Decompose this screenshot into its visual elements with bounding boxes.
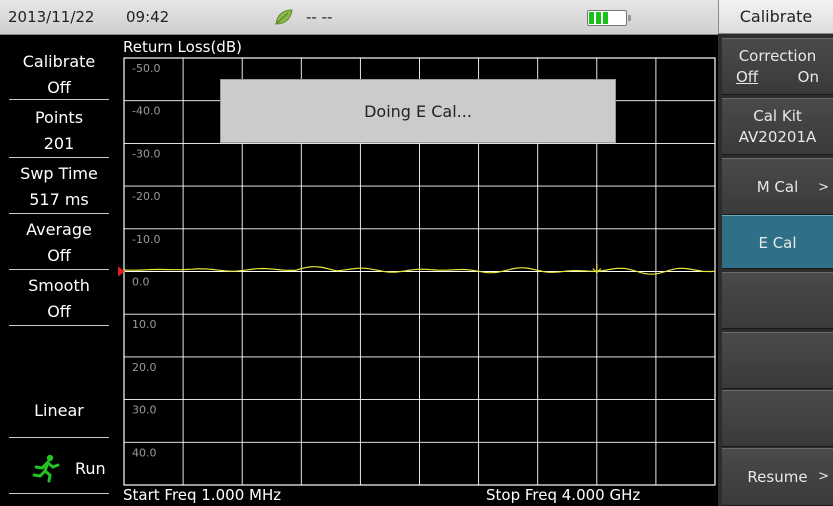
calibrate-value: Off xyxy=(47,78,71,97)
softkey-blank-3[interactable] xyxy=(722,390,833,447)
y-tick-label: -50.0 xyxy=(132,62,160,75)
m-cal-label: M Cal xyxy=(756,178,799,196)
dialog-message: Doing E Cal... xyxy=(364,101,472,121)
trace-line xyxy=(123,266,716,275)
submenu-arrow-icon: > xyxy=(818,469,829,484)
y-tick-label: -10.0 xyxy=(132,233,160,246)
softkey-blank-1[interactable] xyxy=(722,272,833,329)
reference-level-marker xyxy=(118,266,125,277)
run-label: Run xyxy=(75,459,106,478)
y-tick-label: 30.0 xyxy=(132,404,157,417)
cal-kit-value: AV20201A xyxy=(738,128,817,146)
average-value: Off xyxy=(47,246,71,265)
softkey-blank-2[interactable] xyxy=(722,332,833,389)
calibration-progress-dialog: Doing E Cal... xyxy=(220,79,616,143)
y-tick-label: -30.0 xyxy=(132,147,160,160)
correction-on-option[interactable]: On xyxy=(797,68,819,86)
cal-kit-label: Cal Kit xyxy=(753,107,802,125)
y-tick-label: 10.0 xyxy=(132,318,157,331)
correction-off-option[interactable]: Off xyxy=(736,68,759,86)
trace-marker-icon xyxy=(592,263,602,274)
status-time: 09:42 xyxy=(126,8,170,26)
y-tick-label: -40.0 xyxy=(132,105,160,118)
average-setting[interactable]: Average Off xyxy=(9,217,109,270)
m-cal-button[interactable]: M Cal > xyxy=(722,158,833,215)
correction-toggle[interactable]: Correction Off On xyxy=(722,38,833,95)
plot-title: Return Loss(dB) xyxy=(123,38,242,56)
battery-icon xyxy=(587,10,631,26)
status-indicator: -- -- xyxy=(306,8,333,26)
sweep-time-label: Swp Time xyxy=(20,164,98,183)
submenu-arrow-icon: > xyxy=(818,180,829,195)
cal-kit-button[interactable]: Cal Kit AV20201A xyxy=(722,98,833,155)
status-bar: 2013/11/22 09:42 -- -- xyxy=(0,0,718,35)
points-value: 201 xyxy=(43,134,75,153)
running-man-icon xyxy=(31,453,61,487)
e-cal-button[interactable]: E Cal xyxy=(722,215,833,269)
y-tick-label: 20.0 xyxy=(132,361,157,374)
resume-button[interactable]: Resume > xyxy=(722,448,833,506)
softkey-panel: Calibrate Correction Off On Cal Kit AV20… xyxy=(718,0,833,506)
run-button[interactable]: Run xyxy=(9,447,109,494)
average-label: Average xyxy=(26,220,92,239)
correction-label: Correction xyxy=(738,47,817,65)
points-setting[interactable]: Points 201 xyxy=(9,105,109,158)
left-parameter-panel: Calibrate Off Points 201 Swp Time 517 ms… xyxy=(0,35,118,506)
calibrate-status[interactable]: Calibrate Off xyxy=(9,49,109,100)
scale-mode[interactable]: Linear xyxy=(9,397,109,438)
softkey-menu-title: Calibrate xyxy=(718,0,833,34)
y-tick-label: 0.0 xyxy=(132,276,150,289)
sweep-time-value: 517 ms xyxy=(29,190,89,209)
start-frequency: Start Freq 1.000 MHz xyxy=(123,486,282,504)
status-date: 2013/11/22 xyxy=(8,8,95,26)
y-tick-label: 40.0 xyxy=(132,446,157,459)
sweep-time-setting[interactable]: Swp Time 517 ms xyxy=(9,161,109,214)
e-cal-label: E Cal xyxy=(758,234,797,252)
smooth-label: Smooth xyxy=(28,276,90,295)
stop-frequency: Stop Freq 4.000 GHz xyxy=(486,486,641,504)
smooth-setting[interactable]: Smooth Off xyxy=(9,273,109,326)
resume-label: Resume xyxy=(747,468,808,486)
y-tick-label: -20.0 xyxy=(132,190,160,203)
scale-mode-label: Linear xyxy=(34,401,84,420)
smooth-value: Off xyxy=(47,302,71,321)
calibrate-label: Calibrate xyxy=(22,52,96,71)
leaf-icon xyxy=(275,9,293,29)
points-label: Points xyxy=(34,108,84,127)
